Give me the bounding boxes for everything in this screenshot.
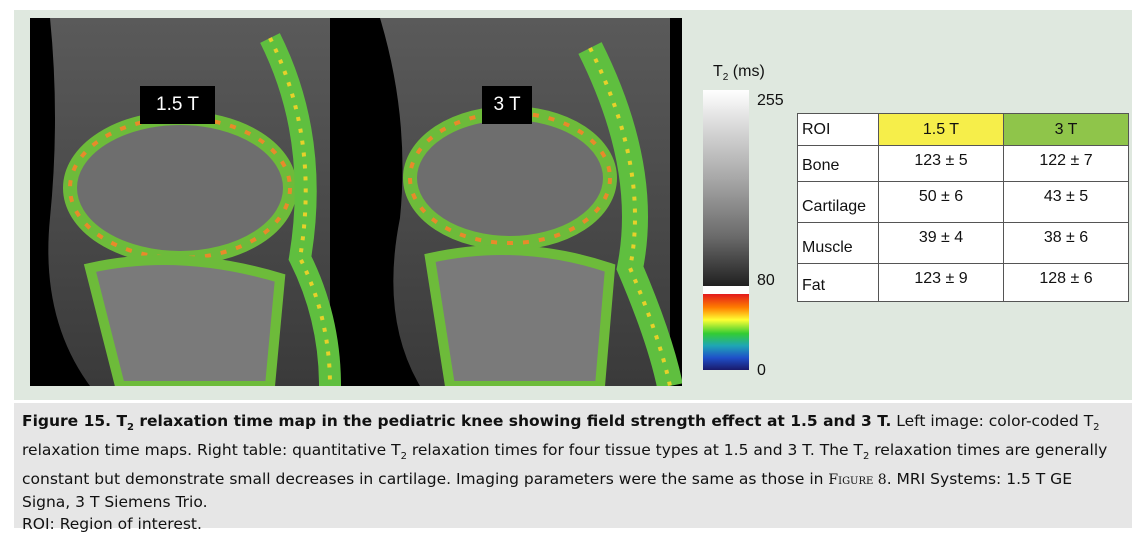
table-cell-3t: 38 ± 6 (1003, 222, 1129, 264)
table-header-1-5t: 1.5 T (878, 113, 1004, 146)
table-row: Fat 123 ± 9 128 ± 6 (797, 263, 1129, 302)
caption-box: Figure 15. T2 relaxation time map in the… (14, 403, 1132, 533)
mri-knee-illustration (48, 18, 682, 386)
table-cell-3t: 43 ± 5 (1003, 181, 1129, 223)
mri-knee-image: 1.5 T 3 T (30, 18, 682, 386)
colorbar-color-scale (703, 294, 749, 370)
table-cell-roi: Muscle (797, 222, 879, 264)
colorbar-tick-bottom: 0 (757, 362, 766, 379)
table-cell-1-5t: 123 ± 9 (878, 263, 1004, 302)
table-cell-roi: Fat (797, 263, 879, 302)
table-cell-roi: Cartilage (797, 181, 879, 223)
field-label-3t: 3 T (482, 86, 532, 124)
field-label-1-5t: 1.5 T (140, 86, 215, 124)
table-cell-1-5t: 50 ± 6 (878, 181, 1004, 223)
colorbar-tick-mid: 80 (757, 272, 775, 289)
colorbar-unit-label: T2 (ms) (713, 63, 765, 84)
table-header-3t: 3 T (1003, 113, 1129, 146)
colorbar-gap (703, 286, 749, 294)
table-cell-roi: Bone (797, 145, 879, 182)
table-row: Bone 123 ± 5 122 ± 7 (797, 145, 1129, 182)
table-cell-3t: 122 ± 7 (1003, 145, 1129, 182)
table-header-roi: ROI (797, 113, 879, 146)
caption-abbreviation: ROI: Region of interest. (22, 515, 202, 534)
caption-title: Figure 15. T2 relaxation time map in the… (22, 412, 892, 434)
table-cell-1-5t: 123 ± 5 (878, 145, 1004, 182)
figure-caption: Figure 15. T2 relaxation time map in the… (22, 412, 1108, 534)
colorbar-gray-scale (703, 90, 749, 286)
roi-t2-table: ROI 1.5 T 3 T Bone 123 ± 5 122 ± 7 Carti… (797, 113, 1129, 302)
figure-reference-link[interactable]: Figure 8 (828, 472, 887, 489)
colorbar-tick-top: 255 (757, 92, 784, 109)
table-row: Cartilage 50 ± 6 43 ± 5 (797, 181, 1129, 223)
table-cell-3t: 128 ± 6 (1003, 263, 1129, 302)
table-row: Muscle 39 ± 4 38 ± 6 (797, 222, 1129, 264)
table-cell-1-5t: 39 ± 4 (878, 222, 1004, 264)
